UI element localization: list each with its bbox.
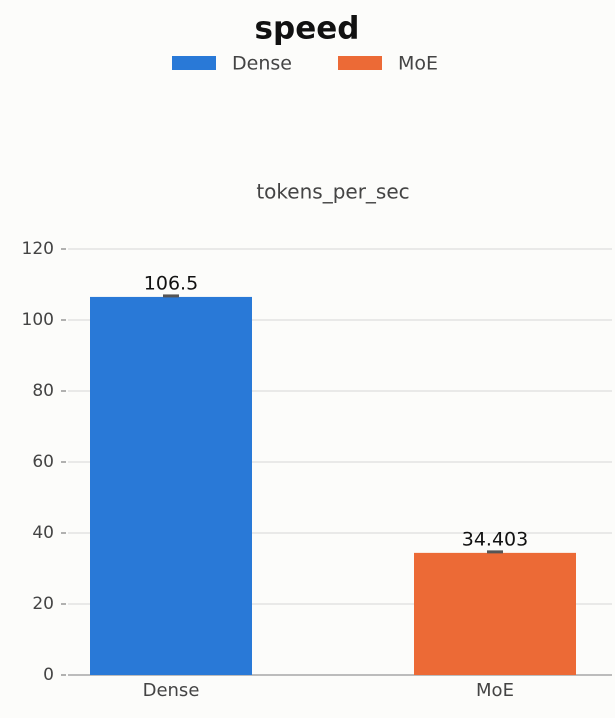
x-tick-label: MoE: [476, 680, 514, 701]
value-label: 34.403: [462, 528, 528, 550]
chart-title: speed: [255, 11, 360, 47]
x-tick-label: Dense: [143, 680, 200, 701]
chart-subtitle: tokens_per_sec: [256, 180, 409, 204]
bar: [414, 552, 576, 675]
legend-swatch: [172, 56, 216, 70]
y-tick-label: 20: [32, 594, 54, 614]
legend-label: Dense: [232, 53, 292, 75]
y-tick-label: 40: [32, 523, 54, 543]
y-tick-label: 100: [22, 310, 54, 330]
legend-swatch: [338, 56, 382, 70]
value-label: 106.5: [144, 272, 198, 294]
y-tick-label: 60: [32, 452, 54, 472]
y-tick-label: 80: [32, 381, 54, 401]
y-tick-label: 120: [22, 239, 54, 259]
y-tick-label: 0: [43, 665, 54, 685]
legend-label: MoE: [398, 53, 438, 75]
bar: [90, 296, 252, 675]
